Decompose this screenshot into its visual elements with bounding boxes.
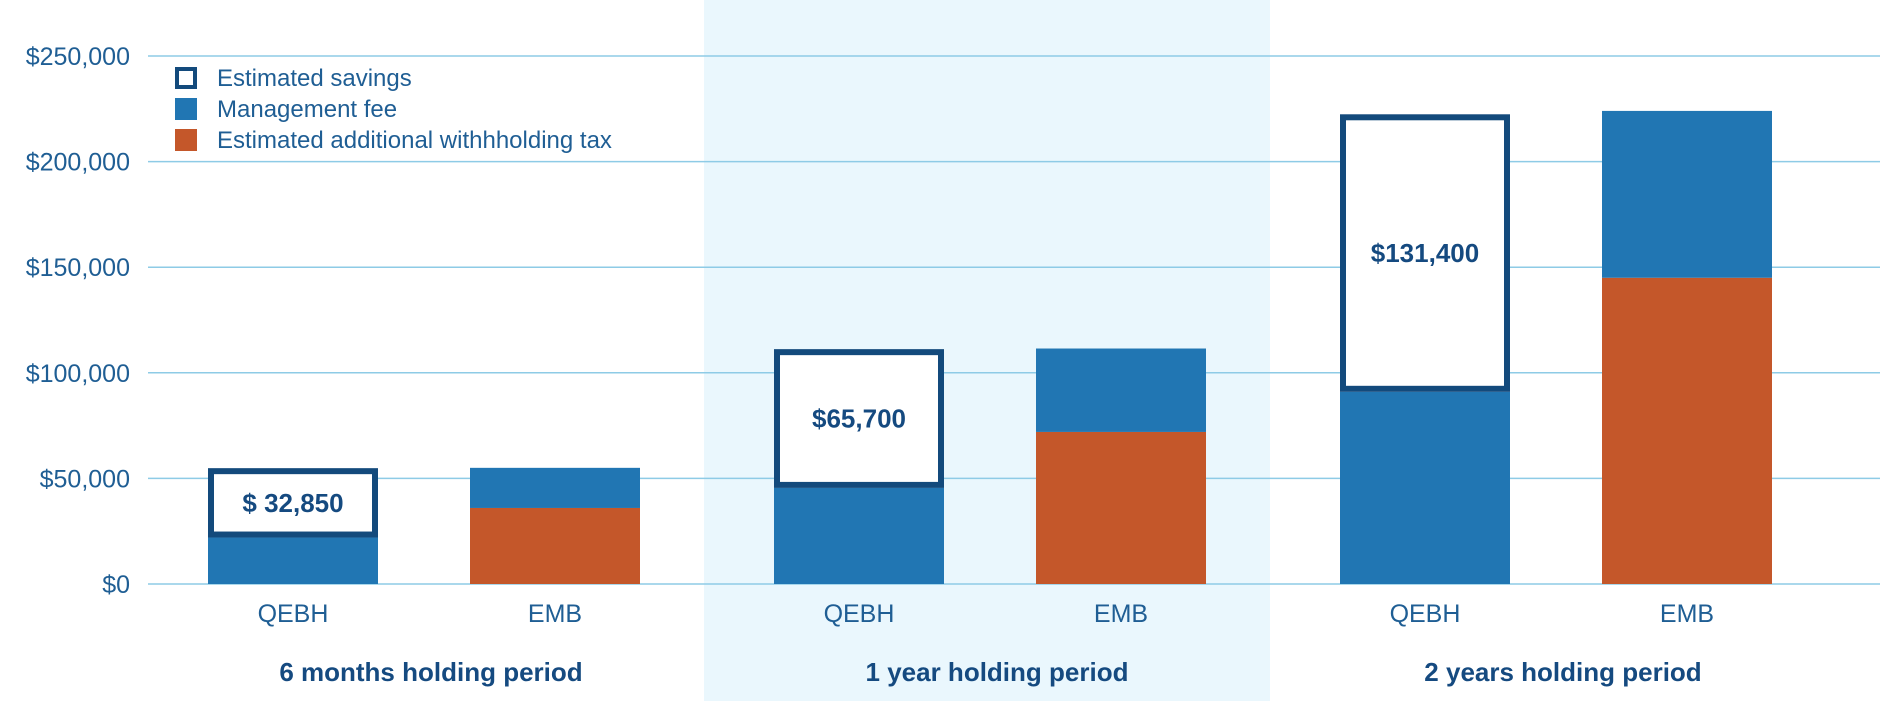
legend-label: Estimated additional withhholding tax (217, 127, 612, 154)
legend-swatch-estimated-additional-withholding-tax (175, 129, 197, 151)
x-tick-label: EMB (1660, 600, 1714, 628)
legend-label: Estimated savings (217, 65, 412, 92)
savings-data-label: $65,700 (812, 404, 906, 434)
y-tick-label: $150,000 (26, 254, 130, 282)
legend-swatch-management-fee (175, 98, 197, 120)
savings-data-label: $131,400 (1371, 238, 1479, 268)
legend-label: Management fee (217, 96, 397, 123)
bar-segment-management-fee (470, 467, 640, 508)
x-tick-label: QEBH (824, 600, 895, 628)
bar-segment-management-fee (1036, 348, 1206, 432)
bar-segment-management-fee (1340, 391, 1510, 584)
x-tick-label: QEBH (258, 600, 329, 628)
bar-segment-withholding-tax (1036, 431, 1206, 584)
x-tick-label: EMB (528, 600, 582, 628)
savings-data-label: $ 32,850 (242, 488, 343, 518)
bar-segment-estimated-savings (1340, 114, 1510, 392)
y-tick-label: $50,000 (40, 465, 130, 493)
x-tick-label: EMB (1094, 600, 1148, 628)
bar-segment-estimated-savings (774, 349, 944, 488)
group-label: 1 year holding period (866, 657, 1129, 687)
y-tick-label: $200,000 (26, 149, 130, 177)
group-label: 2 years holding period (1424, 657, 1701, 687)
bar-segment-management-fee (1602, 110, 1772, 278)
y-tick-label: $0 (102, 571, 130, 599)
bar-segment-management-fee (774, 487, 944, 584)
y-tick-label: $100,000 (26, 360, 130, 388)
y-tick-label: $250,000 (26, 43, 130, 71)
bar-segment-management-fee (208, 537, 378, 584)
bar-segment-withholding-tax (1602, 277, 1772, 584)
legend-swatch-estimated-savings (175, 67, 197, 89)
group-label: 6 months holding period (279, 657, 582, 687)
x-tick-label: QEBH (1390, 600, 1461, 628)
bar-segment-withholding-tax (470, 507, 640, 584)
bar-segment-estimated-savings (208, 468, 378, 538)
